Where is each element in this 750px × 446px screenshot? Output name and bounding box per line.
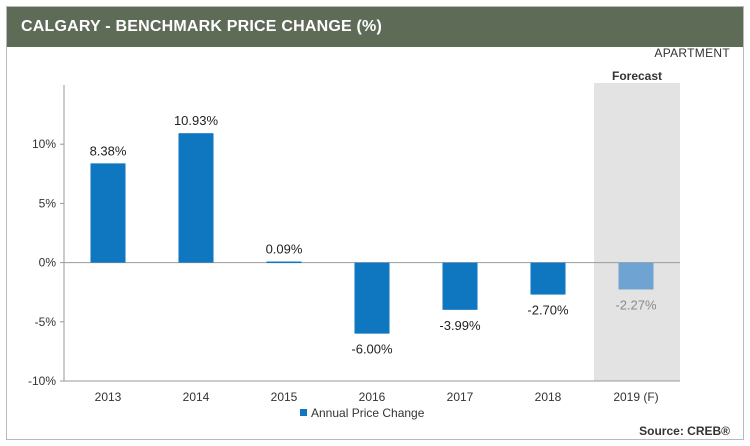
data-label: 0.09% — [266, 242, 303, 257]
data-label: 8.38% — [90, 143, 127, 158]
x-tick-label: 2014 — [183, 390, 210, 404]
bar-2015 — [266, 261, 302, 264]
forecast-label: Forecast — [612, 69, 662, 83]
bar-2019f — [618, 262, 654, 290]
bar-2016 — [354, 262, 390, 334]
x-tick-label: 2013 — [95, 390, 122, 404]
data-label: -3.99% — [439, 318, 481, 333]
data-label: 10.93% — [174, 113, 219, 128]
chart-title: CALGARY - BENCHMARK PRICE CHANGE (%) — [7, 7, 743, 47]
x-tick-label: 2015 — [271, 390, 298, 404]
bar-2017 — [442, 262, 478, 310]
data-label: -6.00% — [351, 342, 393, 357]
legend-label: Annual Price Change — [311, 406, 425, 420]
source-note: Source: CREB® — [639, 424, 730, 438]
y-tick-label: -10% — [28, 374, 56, 388]
forecast-region — [594, 83, 680, 381]
legend-swatch — [300, 409, 307, 416]
x-tick-label: 2019 (F) — [613, 390, 658, 404]
x-tick-label: 2017 — [447, 390, 474, 404]
data-label: -2.70% — [527, 303, 569, 318]
x-tick-label: 2018 — [535, 390, 562, 404]
chart-subtitle: APARTMENT — [654, 46, 730, 60]
y-tick-label: 10% — [32, 137, 56, 151]
bar-2013 — [90, 163, 126, 263]
y-tick-label: 5% — [39, 196, 57, 210]
y-tick-label: 0% — [39, 256, 57, 270]
data-label: -2.27% — [615, 297, 657, 312]
bar-2014 — [178, 133, 214, 263]
bar-2018 — [530, 262, 566, 295]
y-tick-label: -5% — [35, 315, 57, 329]
x-tick-label: 2016 — [359, 390, 386, 404]
